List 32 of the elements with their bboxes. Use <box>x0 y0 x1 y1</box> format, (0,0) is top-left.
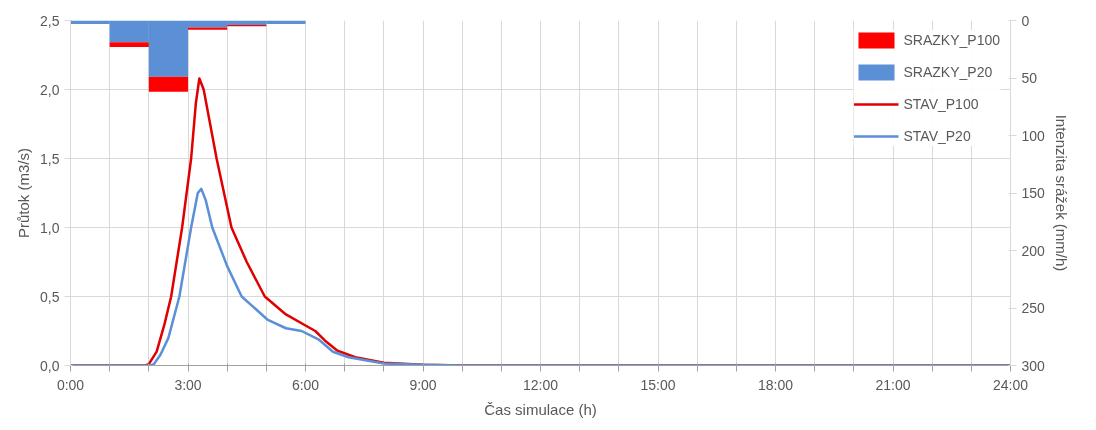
y2-tick-label: 250 <box>1021 300 1046 316</box>
x-tick-label: 21:00 <box>875 376 911 393</box>
y2-tick-label: 200 <box>1021 242 1046 259</box>
y2-axis-title: Intenzita srážek (mm/h) <box>1052 114 1070 272</box>
y-tick-label: 1,0 <box>40 219 60 236</box>
x-tick-label: 15:00 <box>640 376 676 393</box>
y-tick-label: 2,5 <box>40 12 60 29</box>
y-tick-label: 2,0 <box>40 81 60 98</box>
y2-tick-label: 100 <box>1021 127 1046 144</box>
y-tick-label: 0,0 <box>40 357 60 374</box>
y-axis-title: Průtok (m3/s) <box>15 147 33 239</box>
legend-label: SRAZKY_P20 <box>903 64 993 80</box>
x-tick-label: 24:00 <box>992 376 1029 393</box>
y2-tick-label: 150 <box>1021 185 1046 201</box>
bar <box>109 42 149 47</box>
bar <box>188 27 228 30</box>
y2-tick-label: 300 <box>1021 357 1046 374</box>
x-tick-label: 18:00 <box>757 376 794 393</box>
x-tick-label: 0:00 <box>56 376 85 393</box>
x-tick-label: 12:00 <box>522 376 559 393</box>
legend-label: SRAZKY_P100 <box>903 32 1000 48</box>
y2-tick-label: 50 <box>1021 70 1038 86</box>
x-axis-title: Čas simulace (h) <box>484 400 597 418</box>
y-tick-label: 1,5 <box>40 150 60 167</box>
y-tick-label: 0,5 <box>40 288 60 305</box>
x-tick-label: 9:00 <box>409 376 437 393</box>
legend-label: STAV_P20 <box>903 128 971 144</box>
legend-label: STAV_P100 <box>903 96 979 112</box>
y2-tick-label: 0 <box>1021 12 1030 29</box>
bar <box>148 76 188 92</box>
x-tick-label: 6:00 <box>291 376 320 393</box>
x-tick-label: 3:00 <box>174 376 202 393</box>
